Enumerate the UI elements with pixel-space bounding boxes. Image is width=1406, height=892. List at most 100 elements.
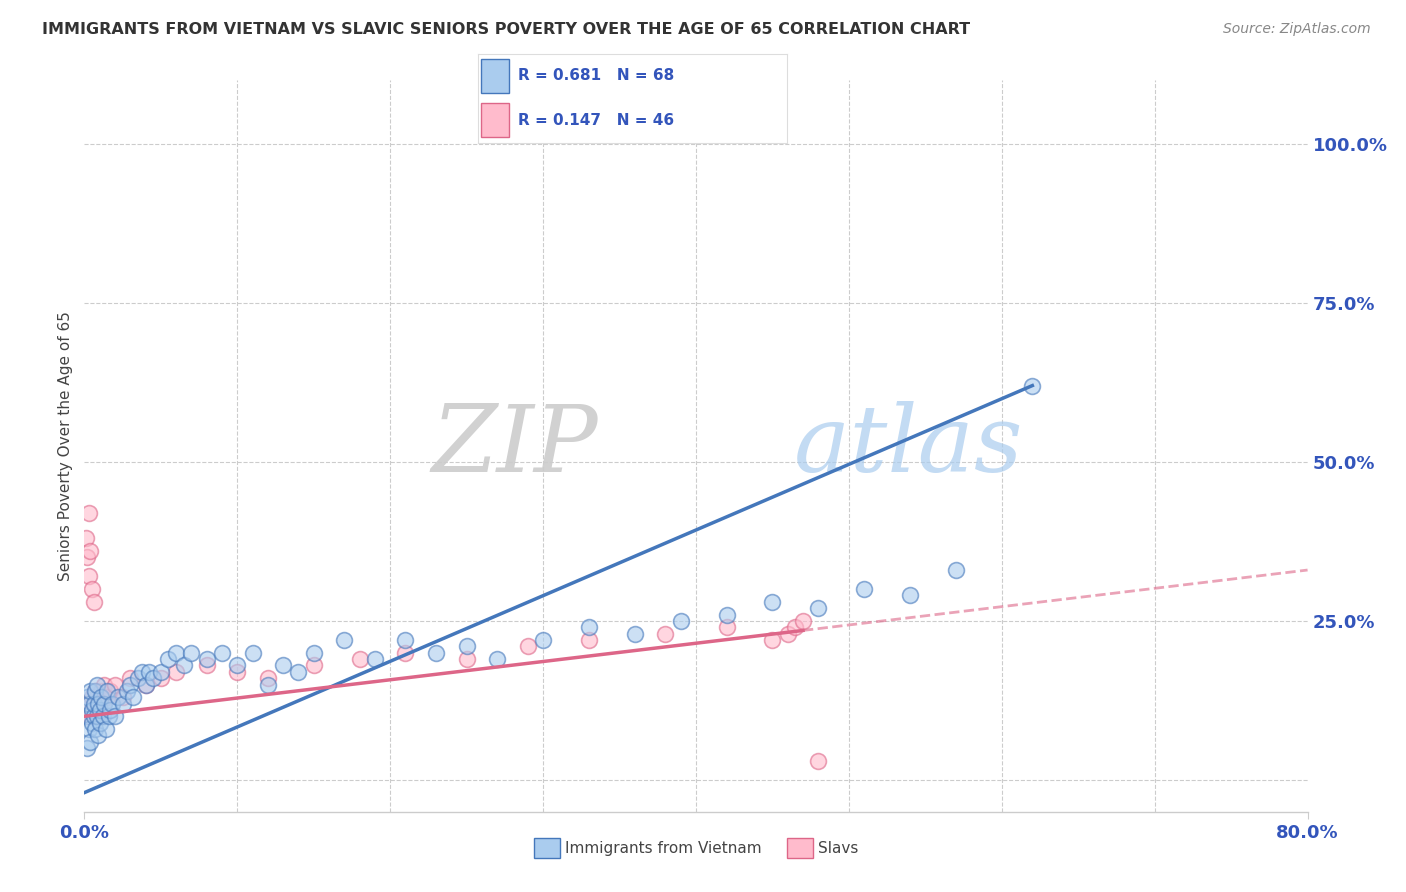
Text: ZIP: ZIP [432,401,598,491]
Point [90,684,112,698]
Text: Immigrants from Vietnam: Immigrants from Vietnam [565,841,762,855]
Point [531,632,554,647]
Point [898,589,921,603]
Point [93,697,115,711]
Point [75,531,97,545]
Point [98,703,121,717]
Point [87,697,110,711]
Point [84,722,107,736]
Point [83,595,105,609]
Y-axis label: Seniors Poverty Over the Age of 65: Seniors Poverty Over the Age of 65 [58,311,73,581]
Point [111,690,134,705]
Point [394,632,416,647]
Point [76,741,98,756]
Point [456,640,478,654]
Point [80,582,103,596]
Point [77,506,100,520]
Point [776,626,799,640]
Point [287,665,309,679]
Point [257,677,280,691]
Point [111,697,134,711]
Point [79,684,101,698]
Point [91,697,114,711]
Point [79,735,101,749]
Point [115,684,138,698]
Point [77,569,100,583]
Point [211,646,233,660]
Point [271,658,294,673]
Point [86,709,108,723]
Point [807,754,830,768]
Point [578,620,600,634]
Point [77,722,100,736]
Point [1021,378,1043,392]
Point [76,550,98,565]
Point [79,544,101,558]
FancyBboxPatch shape [481,59,509,93]
Point [165,646,187,660]
Point [83,709,105,723]
Point [226,665,249,679]
Point [127,671,149,685]
Point [180,646,202,660]
Text: Slavs: Slavs [818,841,859,855]
Point [149,665,172,679]
Point [173,658,195,673]
Point [142,671,165,685]
Point [654,626,676,640]
Point [486,652,509,666]
Point [669,614,692,628]
Point [107,690,129,705]
Point [90,690,112,705]
Point [76,697,98,711]
Point [157,652,180,666]
Point [624,626,647,640]
Point [84,697,107,711]
Point [93,677,115,691]
Point [83,703,105,717]
Point [94,722,117,736]
Point [761,595,783,609]
Point [104,677,127,691]
Point [792,614,814,628]
Point [101,697,124,711]
Text: IMMIGRANTS FROM VIETNAM VS SLAVIC SENIORS POVERTY OVER THE AGE OF 65 CORRELATION: IMMIGRANTS FROM VIETNAM VS SLAVIC SENIOR… [42,22,970,37]
Point [80,690,103,705]
Text: R = 0.681   N = 68: R = 0.681 N = 68 [519,69,675,83]
Point [89,690,111,705]
Point [77,697,100,711]
Point [302,658,325,673]
FancyBboxPatch shape [481,103,509,137]
Point [120,677,142,691]
Point [96,684,118,698]
Point [578,632,600,647]
Point [716,620,738,634]
Point [516,640,538,654]
Point [425,646,447,660]
Point [785,620,807,634]
Point [87,703,110,717]
Point [135,677,157,691]
Point [89,703,111,717]
Point [89,715,111,730]
Text: atlas: atlas [794,401,1024,491]
Point [242,646,264,660]
Point [76,690,98,705]
Point [945,563,967,577]
Point [716,607,738,622]
Point [80,715,103,730]
Point [333,632,356,647]
Point [75,709,97,723]
Text: R = 0.147   N = 46: R = 0.147 N = 46 [519,113,675,128]
Point [226,658,249,673]
Point [86,690,108,705]
Point [195,658,218,673]
Point [761,632,783,647]
Point [122,690,145,705]
Point [98,684,121,698]
Point [86,709,108,723]
Point [84,684,107,698]
Point [364,652,387,666]
Point [807,601,830,615]
Point [91,709,114,723]
